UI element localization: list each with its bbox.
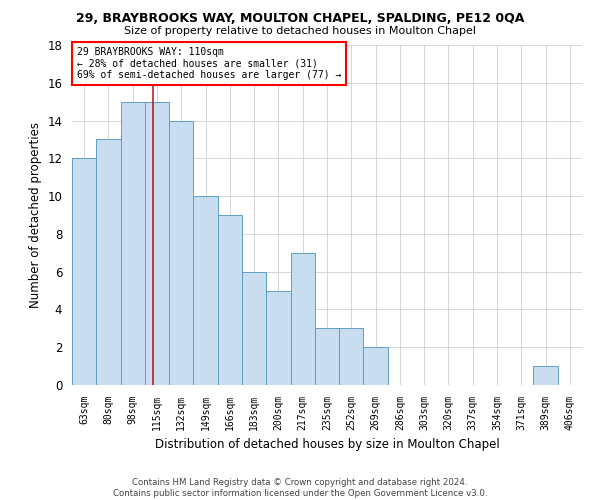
Bar (242, 272, 266, 385)
Bar (96, 140, 121, 385)
Y-axis label: Number of detached properties: Number of detached properties (29, 122, 42, 308)
X-axis label: Distribution of detached houses by size in Moulton Chapel: Distribution of detached houses by size … (155, 438, 499, 452)
Bar (533, 366, 558, 385)
Bar (193, 196, 218, 385)
Bar (339, 328, 364, 385)
Bar (169, 120, 193, 385)
Text: Contains HM Land Registry data © Crown copyright and database right 2024.
Contai: Contains HM Land Registry data © Crown c… (113, 478, 487, 498)
Text: Size of property relative to detached houses in Moulton Chapel: Size of property relative to detached ho… (124, 26, 476, 36)
Text: 29 BRAYBROOKS WAY: 110sqm
← 28% of detached houses are smaller (31)
69% of semi-: 29 BRAYBROOKS WAY: 110sqm ← 28% of detac… (77, 46, 341, 80)
Bar (218, 215, 242, 385)
Text: 29, BRAYBROOKS WAY, MOULTON CHAPEL, SPALDING, PE12 0QA: 29, BRAYBROOKS WAY, MOULTON CHAPEL, SPAL… (76, 12, 524, 26)
Bar (266, 290, 290, 385)
Bar (290, 253, 315, 385)
Bar (145, 102, 169, 385)
Bar (315, 328, 339, 385)
Bar (364, 347, 388, 385)
Bar (121, 102, 145, 385)
Bar (72, 158, 96, 385)
